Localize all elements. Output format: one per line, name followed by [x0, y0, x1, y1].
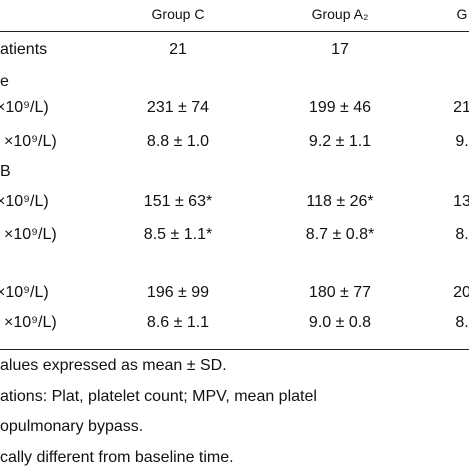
cell: 21 [169, 41, 187, 58]
row-label: atients [0, 41, 48, 58]
cell: 8. [455, 314, 469, 331]
cell: 17 [331, 41, 349, 58]
column-header: G [456, 6, 468, 22]
row-label: ×10⁹/L) [0, 284, 49, 301]
footnote: ations: Plat, platelet count; MPV, mean … [0, 388, 317, 405]
cell: 231 ± 74 [146, 99, 210, 116]
cell: 9. [455, 133, 469, 150]
cell: 13 [453, 193, 469, 210]
cell: 9.0 ± 0.8 [308, 314, 372, 331]
cell: 8.7 ± 0.8* [305, 226, 375, 243]
cell: 9.2 ± 1.1 [308, 133, 372, 150]
row-label: ×10⁹/L) [4, 314, 57, 331]
cell: 151 ± 63* [143, 193, 213, 210]
column-header: Group A₂ [311, 6, 369, 22]
footnote: cally different from baseline time. [0, 449, 234, 466]
cell: 196 ± 99 [146, 284, 210, 301]
cell: 8.5 ± 1.1* [143, 226, 213, 243]
row-label: ×10⁹/L) [0, 99, 49, 116]
section-label: e [0, 73, 9, 90]
cell: 8. [455, 226, 469, 243]
cell: 8.8 ± 1.0 [146, 133, 210, 150]
row-label: ×10⁹/L) [0, 193, 49, 210]
header-rule [0, 31, 469, 32]
cell: 8.6 ± 1.1 [146, 314, 210, 331]
cell: 21 [453, 99, 469, 116]
column-header: Group C [151, 6, 205, 22]
row-label: ×10⁹/L) [4, 226, 57, 243]
footnote: alues expressed as mean ± SD. [0, 357, 227, 374]
cell: 199 ± 46 [308, 99, 372, 116]
cell: 118 ± 26* [306, 193, 374, 210]
cell: 180 ± 77 [308, 284, 372, 301]
footer-rule [0, 349, 469, 350]
cell: 20 [453, 284, 469, 301]
row-label: ×10⁹/L) [4, 133, 57, 150]
footnote: opulmonary bypass. [0, 418, 144, 435]
section-label: B [0, 163, 11, 180]
